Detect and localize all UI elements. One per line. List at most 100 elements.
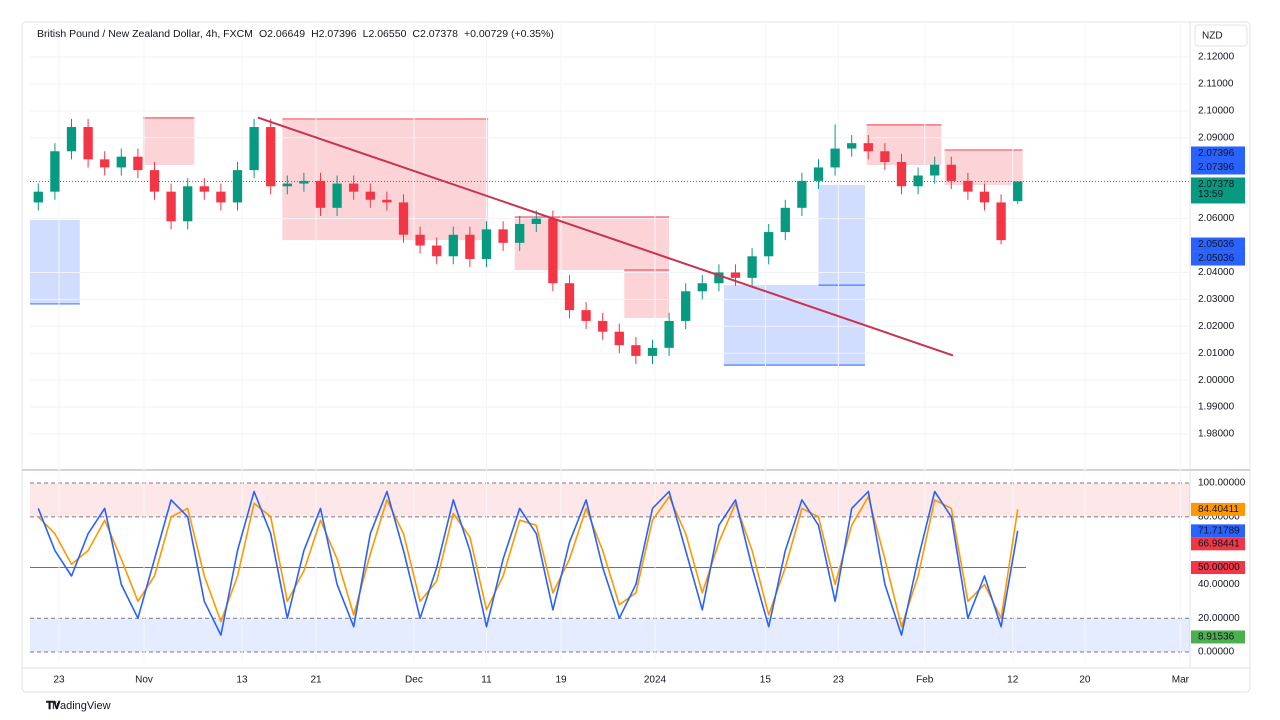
y-tick-label: 1.99000 (1198, 402, 1235, 413)
y-tick-label: 2.03000 (1198, 294, 1235, 305)
x-tick-label: 13 (236, 675, 248, 686)
value-badge-label: 66.98441 (1198, 538, 1240, 549)
candle-body (697, 283, 707, 292)
candle-body (863, 143, 873, 152)
y-tick-label: 40.00000 (1198, 579, 1240, 590)
x-tick-label: Mar (1172, 675, 1190, 686)
header-stat: C2.07378 (412, 28, 458, 40)
y-tick-label: 80.00000 (1198, 511, 1240, 522)
candle-body (548, 218, 558, 284)
bar-countdown: 13:59 (1198, 189, 1223, 200)
candle-body (946, 164, 956, 181)
candle-body (315, 180, 326, 208)
x-tick-label: 12 (1007, 675, 1019, 686)
candle-body (481, 229, 492, 259)
candle-body (415, 234, 425, 246)
candle-body (232, 170, 243, 203)
candle-body (216, 191, 226, 203)
candle-body (747, 256, 757, 278)
y-tick-label: 2.00000 (1198, 375, 1235, 386)
zone (866, 124, 942, 165)
candle-body (183, 186, 193, 222)
candle-body (764, 232, 774, 257)
currency[interactable]: NZD (1202, 31, 1223, 42)
candle-body (332, 183, 342, 208)
zone (723, 285, 865, 366)
candle-body (979, 191, 990, 203)
value-badge-label: 50.00000 (1198, 562, 1240, 573)
candle-body (199, 186, 209, 192)
candle-body (564, 283, 575, 311)
candle-body (282, 183, 292, 187)
zone (624, 270, 670, 318)
zone (142, 117, 195, 165)
candle-body (498, 229, 508, 243)
candle-body (797, 180, 807, 208)
currency-box[interactable] (1194, 24, 1248, 47)
candle-body (249, 127, 259, 171)
candle-body (681, 291, 691, 321)
y-tick-label: 2.11000 (1198, 79, 1234, 90)
candle-body (598, 320, 608, 332)
candle-body (730, 272, 741, 278)
value-badge (1191, 630, 1245, 644)
candle-body (913, 175, 923, 187)
y-tick-label: 2.10000 (1198, 106, 1235, 117)
candle-body (896, 162, 907, 187)
brand-logo[interactable]: 𝐓𝐕 (46, 700, 61, 712)
marks (30, 116, 1190, 636)
zone (818, 184, 865, 286)
candle-body (714, 272, 724, 284)
x-tick-label: Nov (135, 675, 153, 686)
value-badge-label: 84.40411 (1198, 504, 1239, 515)
price-badge (1191, 237, 1245, 252)
candle-body (382, 199, 392, 203)
x-tick-label: Dec (405, 675, 423, 686)
zone (514, 216, 670, 271)
candle-body (299, 180, 309, 184)
candle-body (83, 127, 93, 160)
candle-body (33, 191, 43, 203)
y-tick-label: 2.06000 (1198, 213, 1235, 224)
candle-body (515, 223, 525, 243)
x-tick-label: 23 (833, 675, 845, 686)
zone (282, 118, 489, 241)
y-tick-label: 2.09000 (1198, 132, 1235, 143)
y-tick-label: 1.98000 (1198, 429, 1235, 440)
value-badge-label: 8.91536 (1198, 632, 1235, 643)
price-badge-label: 2.07378 (1198, 179, 1235, 190)
y-tick-label: 2.01000 (1198, 348, 1235, 359)
candle-body (581, 310, 591, 321)
band (30, 483, 1190, 517)
candle-body (647, 347, 658, 356)
candle-body (149, 170, 160, 192)
symbol-title: British Pound / New Zealand Dollar, 4h, … (37, 28, 253, 40)
x-tick-label: 11 (481, 675, 492, 686)
candle-body (631, 345, 641, 356)
candle-body (365, 191, 375, 200)
candle-body (614, 331, 624, 346)
price-badge-label: 2.07396 (1198, 162, 1235, 173)
candle-body (830, 148, 840, 168)
header-stat: L2.06550 (363, 28, 407, 40)
header-stat: O2.06649 (259, 28, 305, 40)
candle-body (996, 202, 1006, 241)
candle-body (50, 151, 60, 192)
value-badge (1191, 537, 1245, 551)
brand[interactable]: TradingView (50, 700, 111, 712)
candle-body (664, 320, 674, 348)
candle-body (166, 191, 176, 222)
zone (30, 219, 80, 304)
candle-body (465, 234, 475, 259)
price-badge (1191, 146, 1245, 161)
value-badge (1191, 524, 1245, 538)
price-badge-label: 2.07396 (1198, 148, 1235, 159)
candle-body (398, 202, 409, 235)
price-badge-label: 2.05036 (1198, 253, 1235, 264)
trendline (257, 116, 954, 357)
candle-body (133, 156, 143, 171)
candle-body (349, 183, 359, 192)
candle-body (116, 156, 126, 168)
